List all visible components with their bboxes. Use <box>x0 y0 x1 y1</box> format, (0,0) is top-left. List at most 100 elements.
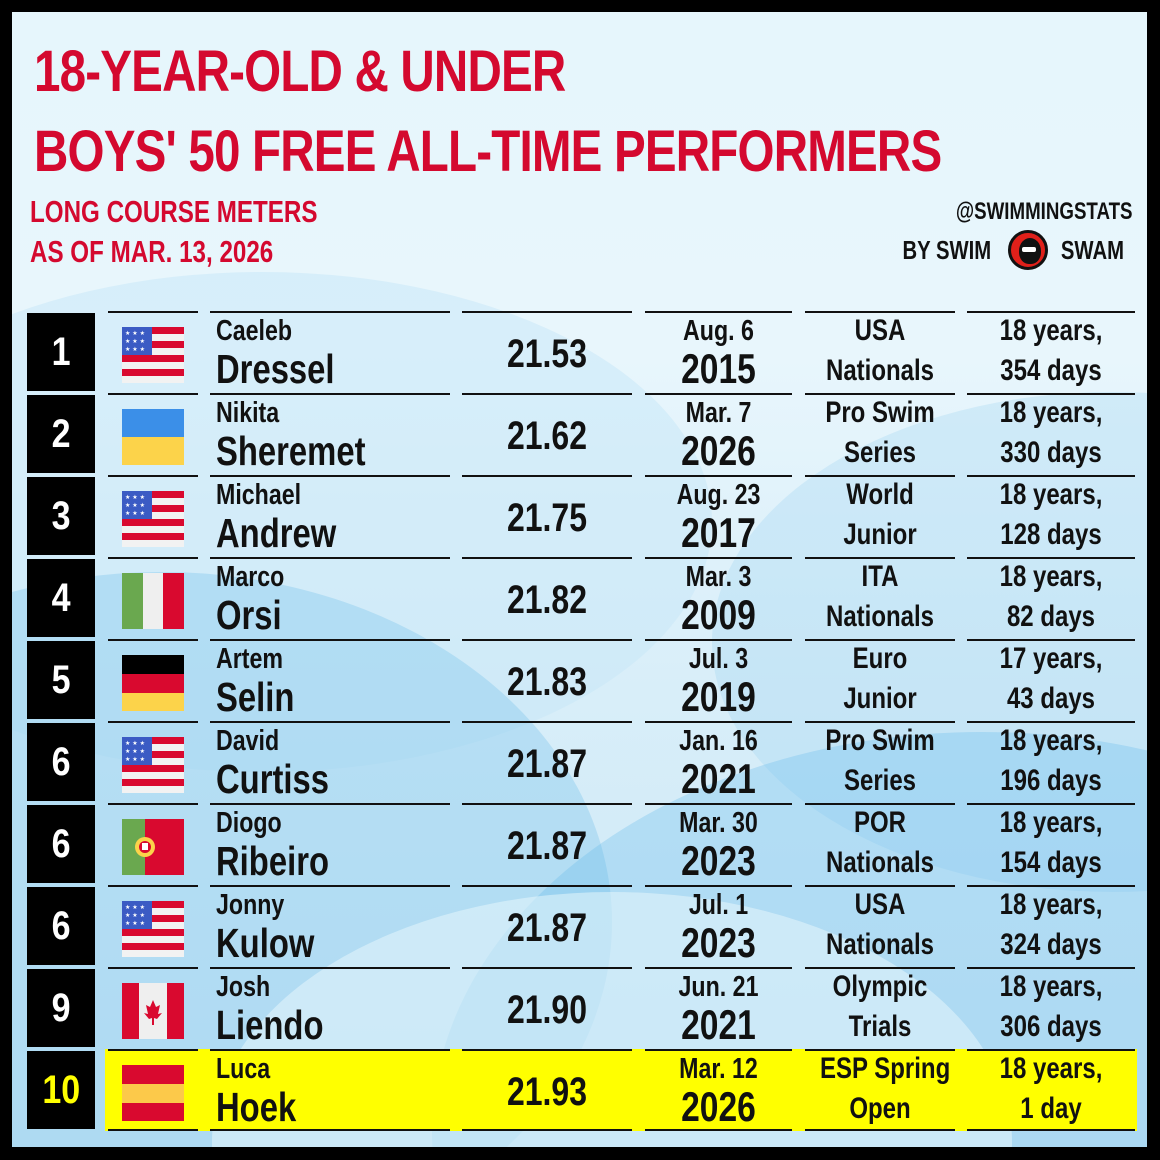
meet-cell: Pro Swim Series <box>805 393 955 475</box>
swim-time: 21.87 <box>506 824 588 868</box>
rank-number: 4 <box>51 575 71 620</box>
last-name: Andrew <box>216 510 337 556</box>
name-cell: Diogo Ribeiro <box>210 803 450 885</box>
age-line-2: 82 days <box>1006 600 1096 633</box>
title-line-1: 18-YEAR-OLD & UNDER <box>34 39 566 104</box>
meet-line-2: Series <box>843 436 917 469</box>
swim-date: Mar. 7 <box>685 397 752 429</box>
name-cell: David Curtiss <box>210 721 450 803</box>
flag-cell: ★ ★ ★ ★ ★ ★ ★ ★ ★ <box>108 311 198 393</box>
swim-time: 21.87 <box>506 906 588 950</box>
age-cell: 18 years, 154 days <box>967 803 1135 885</box>
time-cell: 21.87 <box>462 721 632 803</box>
table-row-rank-6: 6 ★ ★ ★ ★ ★ ★ ★ ★ ★ David Curtiss 21.87 Ja… <box>12 721 1147 803</box>
last-name: Ribeiro <box>216 838 329 884</box>
flag-usa-icon: ★ ★ ★ ★ ★ ★ ★ ★ ★ <box>122 737 184 793</box>
age-line-2: 354 days <box>1000 354 1102 387</box>
time-cell: 21.87 <box>462 803 632 885</box>
flag-cell <box>108 393 198 475</box>
rank-number: 2 <box>51 411 71 456</box>
flag-spain-icon <box>122 1065 184 1121</box>
flag-ukraine-icon <box>122 409 184 465</box>
swim-date: Mar. 30 <box>679 807 758 839</box>
meet-line-1: POR <box>853 806 906 839</box>
rank-number: 6 <box>51 821 71 866</box>
table-row-rank-2: 2 Nikita Sheremet 21.62 Mar. 7 2026 Pro … <box>12 393 1147 475</box>
age-line-1: 18 years, <box>999 970 1103 1003</box>
rank-box: 6 <box>27 723 95 801</box>
swim-year: 2021 <box>681 755 756 802</box>
flag-usa-icon: ★ ★ ★ ★ ★ ★ ★ ★ ★ <box>122 901 184 957</box>
table-row-rank-10: 10 Luca Hoek 21.93 Mar. 12 2026 ESP Spri… <box>12 1049 1147 1131</box>
swim-date: Jun. 21 <box>678 971 759 1003</box>
age-line-2: 196 days <box>1000 764 1102 797</box>
meet-line-1: ESP Spring <box>820 1052 951 1085</box>
age-line-2: 324 days <box>1000 928 1102 961</box>
title-line-2: BOYS' 50 FREE ALL-TIME PERFORMERS <box>34 119 942 184</box>
swim-date: Jul. 1 <box>688 889 749 921</box>
meet-cell: USA Nationals <box>805 885 955 967</box>
meet-cell: ITA Nationals <box>805 557 955 639</box>
last-name: Curtiss <box>216 756 330 802</box>
swim-time: 21.53 <box>506 332 588 376</box>
swim-year: 2019 <box>681 673 756 720</box>
swim-year: 2021 <box>681 1001 756 1048</box>
rank-number: 3 <box>51 493 71 538</box>
rank-box: 10 <box>27 1051 95 1129</box>
rank-number: 5 <box>51 657 71 702</box>
svg-text:★ ★ ★: ★ ★ ★ <box>125 748 145 755</box>
time-cell: 21.83 <box>462 639 632 721</box>
age-line-1: 18 years, <box>999 560 1103 593</box>
brand-byline: BY SWIM SWAM <box>890 230 1133 270</box>
svg-text:★ ★ ★: ★ ★ ★ <box>125 338 145 345</box>
flag-cell <box>108 967 198 1049</box>
name-cell: Artem Selin <box>210 639 450 721</box>
name-cell: Jonny Kulow <box>210 885 450 967</box>
age-cell: 18 years, 324 days <box>967 885 1135 967</box>
rank-box: 3 <box>27 477 95 555</box>
first-name: Nikita <box>216 397 280 429</box>
meet-line-2: Junior <box>843 682 917 715</box>
meet-line-2: Series <box>843 764 917 797</box>
flag-italy-icon <box>122 573 184 629</box>
age-line-2: 1 day <box>1020 1092 1082 1125</box>
meet-line-2: Trials <box>848 1010 912 1043</box>
name-cell: Michael Andrew <box>210 475 450 557</box>
svg-text:★ ★ ★: ★ ★ ★ <box>125 920 145 927</box>
time-cell: 21.87 <box>462 885 632 967</box>
swim-year: 2026 <box>681 427 756 474</box>
name-cell: Josh Liendo <box>210 967 450 1049</box>
last-name: Sheremet <box>216 428 366 474</box>
name-cell: Nikita Sheremet <box>210 393 450 475</box>
meet-line-1: Pro Swim <box>825 724 935 757</box>
name-cell: Luca Hoek <box>210 1049 450 1131</box>
rank-box: 6 <box>27 805 95 883</box>
meet-line-1: Pro Swim <box>825 396 935 429</box>
rank-box: 2 <box>27 395 95 473</box>
swim-year: 2009 <box>681 591 756 638</box>
age-line-2: 330 days <box>1000 436 1102 469</box>
date-cell: Mar. 7 2026 <box>645 393 792 475</box>
age-line-1: 18 years, <box>999 396 1103 429</box>
last-name: Liendo <box>216 1002 324 1048</box>
table-row-rank-3: 3 ★ ★ ★ ★ ★ ★ ★ ★ ★ Michael Andrew 21.75 A… <box>12 475 1147 557</box>
flag-usa-icon: ★ ★ ★ ★ ★ ★ ★ ★ ★ <box>122 327 184 383</box>
swim-date: Mar. 3 <box>685 561 752 593</box>
swim-time: 21.90 <box>506 988 588 1032</box>
meet-line-1: World <box>846 478 914 511</box>
age-line-1: 18 years, <box>999 478 1103 511</box>
flag-germany-icon <box>122 655 184 711</box>
swim-time: 21.83 <box>506 660 588 704</box>
swim-year: 2023 <box>681 837 756 884</box>
time-cell: 21.93 <box>462 1049 632 1131</box>
meet-line-1: USA <box>854 314 906 347</box>
rank-number: 9 <box>51 985 71 1030</box>
age-cell: 18 years, 1 day <box>967 1049 1135 1131</box>
flag-portugal-icon <box>122 819 184 875</box>
first-name: Josh <box>216 971 271 1003</box>
flag-cell <box>108 639 198 721</box>
flag-cell: ★ ★ ★ ★ ★ ★ ★ ★ ★ <box>108 885 198 967</box>
swim-date: Aug. 23 <box>676 479 761 511</box>
infographic-canvas: 18-YEAR-OLD & UNDER BOYS' 50 FREE ALL-TI… <box>12 12 1147 1147</box>
